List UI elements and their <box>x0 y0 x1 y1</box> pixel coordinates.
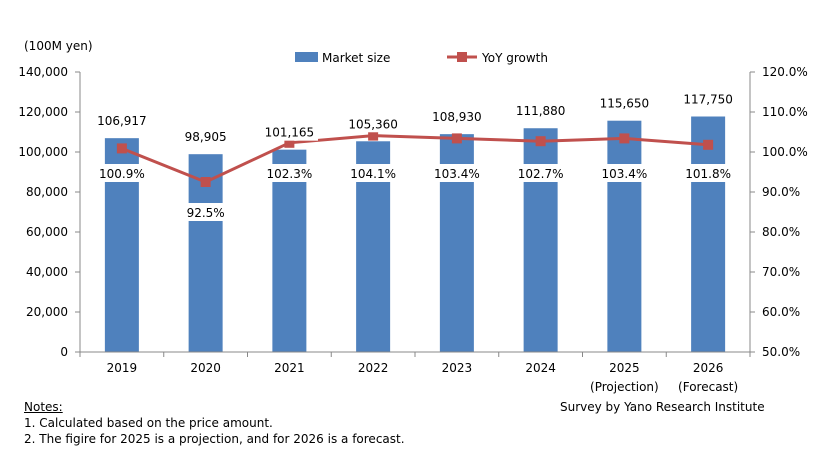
yoy-value-label-bg <box>184 203 227 221</box>
right-tick-label: 50.0% <box>762 345 800 359</box>
x-tick-label: 2026 <box>693 361 724 375</box>
bar-value-label-bg <box>344 114 402 133</box>
right-tick-label: 70.0% <box>762 265 800 279</box>
yoy-value-label: 102.3% <box>266 167 312 181</box>
bar-2020 <box>188 154 223 352</box>
source-credit: Survey by Yano Research Institute <box>560 400 765 414</box>
yoy-point-2020 <box>200 177 211 187</box>
left-tick-label: 20,000 <box>26 305 68 319</box>
bar-2024 <box>523 128 558 352</box>
yoy-value-label-bg <box>264 164 315 182</box>
bar-value-label-bg <box>428 107 486 126</box>
yoy-point-2019 <box>116 143 127 154</box>
right-tick-label: 90.0% <box>762 185 800 199</box>
yoy-value-label: 103.4% <box>601 167 647 181</box>
right-tick-label: 120.0% <box>762 65 808 79</box>
right-tick-label: 110.0% <box>762 105 808 119</box>
yoy-value-label: 100.9% <box>99 167 145 181</box>
bar-value-label: 98,905 <box>185 130 227 144</box>
left-tick-label: 100,000 <box>18 145 68 159</box>
yoy-value-label-bg <box>348 164 398 182</box>
x-tick-sublabel: (Forecast) <box>678 380 738 394</box>
bar-value-label: 115,650 <box>600 97 650 111</box>
note-1: 1. Calculated based on the price amount. <box>24 416 273 430</box>
note-2: 2. The figire for 2025 is a projection, … <box>24 432 405 446</box>
yoy-value-label-bg <box>432 164 482 182</box>
left-tick-label: 140,000 <box>18 65 68 79</box>
yoy-point-2025 <box>619 133 630 144</box>
bar-value-label-bg <box>260 122 318 141</box>
bar-2025 <box>607 120 642 352</box>
legend-market-size-swatch <box>295 52 318 62</box>
y-unit-label: (100M yen) <box>24 39 93 53</box>
x-tick-label: 2021 <box>274 361 305 375</box>
left-tick-label: 80,000 <box>26 185 68 199</box>
left-tick-label: 0 <box>60 345 68 359</box>
bar-value-label-bg <box>512 101 570 120</box>
bar-value-label: 106,917 <box>97 114 147 128</box>
left-tick-label: 60,000 <box>26 225 68 239</box>
bar-value-label: 108,930 <box>432 110 482 124</box>
bar-value-label-bg <box>595 93 653 112</box>
yoy-point-2026 <box>703 139 714 150</box>
yoy-value-label-bg <box>97 164 147 182</box>
yoy-value-label: 92.5% <box>187 206 225 220</box>
x-tick-label: 2022 <box>358 361 389 375</box>
yoy-value-label-bg <box>683 164 733 182</box>
yoy-value-label: 101.8% <box>685 167 731 181</box>
bar-value-label: 105,360 <box>348 117 398 131</box>
right-tick-label: 60.0% <box>762 305 800 319</box>
x-tick-label: 2019 <box>107 361 138 375</box>
yoy-value-label-bg <box>599 164 650 182</box>
yoy-point-2021 <box>284 137 295 148</box>
left-tick-label: 40,000 <box>26 265 68 279</box>
bar-value-label: 117,750 <box>683 93 733 107</box>
left-tick-label: 120,000 <box>18 105 68 119</box>
bar-value-label-bg <box>679 89 737 108</box>
x-tick-label: 2025 <box>609 361 640 375</box>
right-tick-label: 100.0% <box>762 145 808 159</box>
x-tick-label: 2024 <box>525 361 556 375</box>
yoy-point-2022 <box>368 130 379 141</box>
bar-2026 <box>691 116 726 352</box>
x-tick-label: 2023 <box>442 361 473 375</box>
yoy-value-label: 104.1% <box>350 167 396 181</box>
yoy-value-label: 102.7% <box>518 167 564 181</box>
legend-yoy-marker <box>457 52 467 62</box>
x-tick-sublabel: (Projection) <box>590 380 659 394</box>
bar-2021 <box>272 149 307 352</box>
legend-yoy-label: YoY growth <box>481 51 548 65</box>
bar-value-label: 101,165 <box>265 126 315 140</box>
yoy-value-label-bg <box>515 164 566 182</box>
legend-market-size-label: Market size <box>322 51 390 65</box>
x-tick-label: 2020 <box>190 361 221 375</box>
bar-value-label-bg <box>180 127 231 146</box>
yoy-point-2023 <box>451 133 462 144</box>
right-tick-label: 80.0% <box>762 225 800 239</box>
bar-value-label-bg <box>93 111 151 130</box>
yoy-point-2024 <box>535 136 546 147</box>
yoy-value-label: 103.4% <box>434 167 480 181</box>
notes-heading: Notes: <box>24 400 63 414</box>
yoy-line <box>121 134 709 184</box>
bar-value-label: 111,880 <box>516 104 566 118</box>
